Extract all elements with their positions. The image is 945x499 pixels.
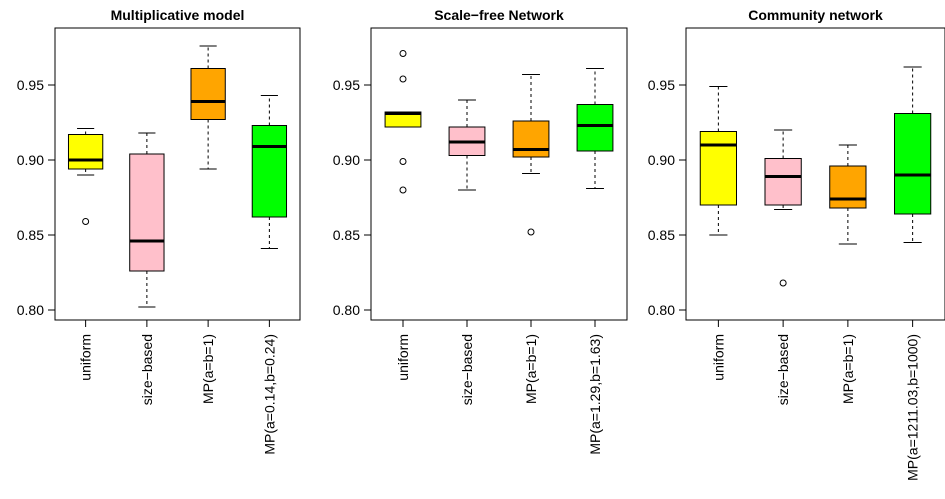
- category-label: size−based: [459, 334, 475, 405]
- y-tick-label: 0.95: [17, 77, 44, 93]
- y-tick-label: 0.80: [648, 302, 675, 318]
- box-2: [764, 129, 802, 287]
- box-4: [893, 66, 932, 243]
- y-tick-label: 0.95: [648, 77, 675, 93]
- y-tick-label: 0.90: [17, 152, 44, 168]
- box-body: [829, 165, 867, 209]
- category-label: uniform: [78, 334, 94, 381]
- outlier-point: [779, 279, 787, 287]
- category-label: MP(a=b=1): [840, 334, 856, 404]
- category-label: MP(a=b=1): [523, 334, 539, 404]
- box-body: [893, 113, 932, 215]
- panel-3: Community network 0.80 0.85 0.90 0.95 uniform…: [648, 7, 945, 481]
- outlier-point: [527, 228, 535, 236]
- y-tick-label: 0.85: [648, 227, 675, 243]
- outlier-point: [399, 50, 407, 57]
- panel-1: Multiplicative model 0.80 0.85 0.90 0.95 unif…: [17, 7, 301, 455]
- box-body: [67, 134, 104, 170]
- category-label: MP(a=0.14,b=0.24): [261, 334, 277, 455]
- outlier-point: [399, 75, 407, 83]
- category-label: uniform: [395, 334, 411, 381]
- box-body: [251, 125, 288, 218]
- box-2: [448, 99, 486, 191]
- outlier-point: [82, 218, 90, 225]
- panel-title: Scale−free Network: [434, 7, 564, 23]
- category-label: size−based: [139, 334, 155, 405]
- category-label: MP(a=b=1): [200, 334, 216, 404]
- y-tick-label: 0.80: [17, 302, 44, 318]
- box-4: [251, 95, 288, 249]
- box-1: [384, 50, 422, 194]
- y-tick-label: 0.90: [333, 152, 360, 168]
- category-label: uniform: [710, 334, 726, 381]
- y-tick-label: 0.95: [333, 77, 360, 93]
- plot-frame: [370, 27, 628, 321]
- panel-2: Scale−free Network 0.80 0.85 0.90 0.95 unifor…: [333, 7, 628, 455]
- box-1: [67, 128, 104, 225]
- box-3: [190, 45, 226, 170]
- box-body: [512, 120, 550, 158]
- box-3: [512, 74, 550, 236]
- box-1: [699, 86, 738, 236]
- outlier-point: [399, 186, 407, 194]
- box-body: [129, 153, 165, 272]
- panel-title: Multiplicative model: [111, 7, 245, 23]
- box-body: [190, 68, 226, 120]
- y-tick-label: 0.85: [17, 227, 44, 243]
- y-tick-label: 0.80: [333, 302, 360, 318]
- y-tick-label: 0.90: [648, 152, 675, 168]
- category-label: MP(a=1211.03,b=1000): [905, 334, 921, 481]
- panel-title: Community network: [748, 7, 883, 23]
- box-2: [129, 132, 165, 308]
- category-label: MP(a=1.29,b=1.63): [587, 334, 603, 455]
- y-tick-label: 0.85: [333, 227, 360, 243]
- category-label: size−based: [775, 334, 791, 405]
- box-body: [699, 131, 738, 206]
- plot-frame: [54, 27, 301, 321]
- box-body: [576, 104, 614, 152]
- outlier-point: [399, 158, 407, 165]
- plot-frame: [685, 27, 945, 321]
- box-body: [764, 158, 802, 206]
- box-3: [829, 144, 867, 245]
- box-4: [576, 68, 614, 189]
